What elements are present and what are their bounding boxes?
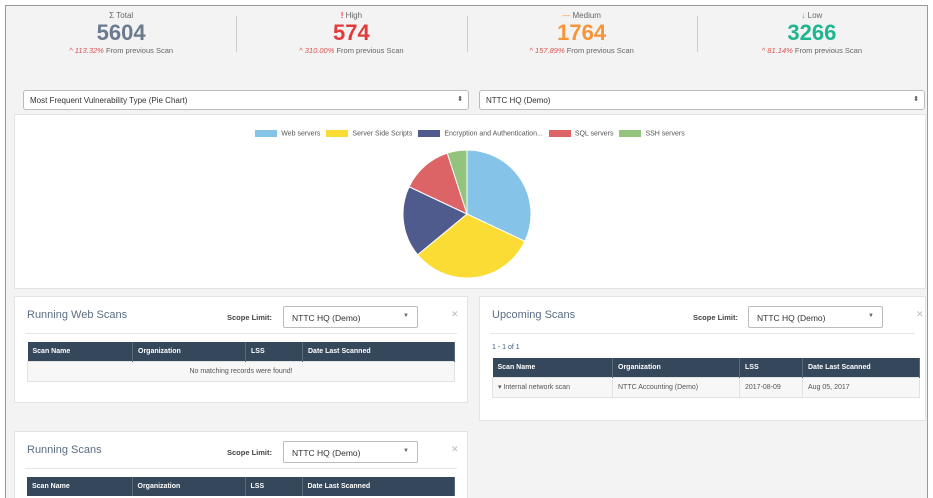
pie-slice-web-servers[interactable] <box>466 149 532 242</box>
organization-cell: NTTC Accounting (Demo) <box>612 376 740 398</box>
panel-title: Running Web Scans <box>27 309 128 321</box>
sigma-icon: Σ <box>109 11 115 20</box>
pie-chart <box>402 149 532 279</box>
column-header[interactable]: Scan Name <box>27 477 133 496</box>
chart-legend: Web servers Server Side Scripts Encryption… <box>15 130 925 137</box>
stat-value: 3266 <box>787 20 837 45</box>
lss-cell: 2017-08-09 <box>739 376 803 398</box>
stat-label: Low <box>807 11 823 20</box>
close-icon[interactable]: ✕ <box>451 444 459 454</box>
pie-slice-server-side-scripts[interactable] <box>416 213 526 279</box>
exclamation-icon: ! <box>340 11 344 20</box>
stat-total: Σ Total 5604 ^ 113.32% From previous Sca… <box>6 6 236 78</box>
legend-swatch <box>326 130 349 137</box>
running-web-scans-table: Scan Name Organization LSS Date Last Scanne… <box>27 342 455 382</box>
stat-low: ↓ Low 3266 ^ 81.14% From previous Scan <box>696 6 927 78</box>
column-header[interactable]: LSS <box>739 358 803 377</box>
change-percent: ^ 310.00% <box>299 46 335 55</box>
upcoming-scans-panel: Upcoming Scans Scope Limit: NTTC HQ (Dem… <box>479 296 926 421</box>
record-count: 1 - 1 of 1 <box>492 344 520 351</box>
scan-name[interactable]: ▾ Internal network scan <box>492 376 613 398</box>
scope-label: Scope Limit: <box>693 313 739 322</box>
running-web-scans-panel: Running Web Scans Scope Limit: NTTC HQ (… <box>14 296 468 403</box>
chart-type-select[interactable]: Most Frequent Vulnerability Type (Pie Ch… <box>23 90 469 110</box>
change-percent: ^ 113.32% <box>69 46 104 55</box>
select-arrows-icon: ⬍ <box>457 96 463 103</box>
column-header[interactable]: Organization <box>132 477 246 496</box>
change-text: From previous Scan <box>336 46 404 55</box>
organization-select[interactable]: NTTC HQ (Demo) ⬍ <box>479 90 925 110</box>
close-icon[interactable]: ✕ <box>916 309 924 319</box>
stat-label: Medium <box>572 11 601 20</box>
scope-label: Scope Limit: <box>227 448 273 457</box>
scope-select[interactable]: NTTC HQ (Demo) ▼ <box>283 441 418 463</box>
pie-slice-ssh-servers[interactable] <box>446 149 468 215</box>
stat-label: Total <box>116 11 134 20</box>
select-arrows-icon: ⬍ <box>913 96 919 103</box>
column-header[interactable]: Date Last Scanned <box>302 477 455 496</box>
legend-item[interactable]: SSH servers <box>619 130 685 138</box>
dashboard: Σ Total 5604 ^ 113.32% From previous Sca… <box>5 5 928 498</box>
close-icon[interactable]: ✕ <box>451 309 459 319</box>
caret-down-icon: ▼ <box>403 313 409 319</box>
legend-item[interactable]: Encryption and Authentication... <box>418 130 543 138</box>
upcoming-scans-table: Scan Name Organization LSS Date Last Scanne… <box>492 358 920 398</box>
column-header[interactable]: LSS <box>245 477 303 496</box>
panel-title: Running Scans <box>27 444 102 456</box>
stats-bar: Σ Total 5604 ^ 113.32% From previous Sca… <box>6 6 927 78</box>
legend-item[interactable]: Server Side Scripts <box>326 130 412 137</box>
column-header[interactable]: Date Last Scanned <box>302 342 455 361</box>
dash-icon: — <box>562 11 571 20</box>
stat-medium: — Medium 1764 ^ 157.89% From previous Sc… <box>466 6 697 78</box>
legend-swatch <box>619 130 642 137</box>
change-text: From previous Scan <box>794 46 862 55</box>
legend-swatch <box>255 130 278 137</box>
caret-down-icon: ▼ <box>403 448 409 454</box>
change-text: From previous Scan <box>105 46 174 55</box>
legend-label: SQL servers <box>574 130 614 138</box>
column-header[interactable]: Scan Name <box>27 342 133 361</box>
caret-down-icon: ▾ <box>498 384 502 391</box>
scope-label: Scope Limit: <box>227 313 273 322</box>
legend-swatch <box>418 130 441 137</box>
empty-message: No matching records were found! <box>27 360 455 382</box>
legend-label: Encryption and Authentication... <box>444 130 543 138</box>
legend-label: SSH servers <box>645 130 685 138</box>
legend-label: Web servers <box>281 130 321 138</box>
panel-title: Upcoming Scans <box>492 309 576 321</box>
stat-value: 574 <box>333 20 370 45</box>
scope-select[interactable]: NTTC HQ (Demo) ▼ <box>748 306 883 328</box>
legend-item[interactable]: SQL servers <box>548 130 614 138</box>
caret-down-icon: ▼ <box>868 313 874 319</box>
divider <box>490 333 915 334</box>
legend-swatch <box>548 130 571 137</box>
stat-value: 5604 <box>96 20 146 45</box>
divider <box>25 333 457 334</box>
divider <box>25 468 457 469</box>
column-header[interactable]: Organization <box>612 358 740 377</box>
stat-label: High <box>345 11 363 20</box>
change-percent: ^ 81.14% <box>761 46 793 55</box>
column-header[interactable]: Organization <box>132 342 246 361</box>
column-header[interactable]: Date Last Scanned <box>802 358 920 377</box>
column-header[interactable]: LSS <box>245 342 303 361</box>
running-scans-table: Scan Name Organization LSS Date Last Scanne… <box>27 477 455 496</box>
change-percent: ^ 157.89% <box>529 46 565 55</box>
change-text: From previous Scan <box>566 46 634 55</box>
arrow-down-icon: ↓ <box>801 11 806 20</box>
scope-select[interactable]: NTTC HQ (Demo) ▼ <box>283 306 418 328</box>
stat-high: ! High 574 ^ 310.00% From previous Scan <box>236 6 466 78</box>
date-cell: Aug 05, 2017 <box>802 376 920 398</box>
column-header[interactable]: Scan Name <box>492 358 613 377</box>
legend-label: Server Side Scripts <box>352 130 413 138</box>
stat-value: 1764 <box>557 20 607 45</box>
pie-chart-panel: Web servers Server Side Scripts Encryption… <box>14 114 926 289</box>
legend-item[interactable]: Web servers <box>255 130 320 137</box>
pie-slice-encryption-and-authentication[interactable] <box>402 186 468 256</box>
table-row[interactable]: ▾ Internal network scan NTTC Accounting (… <box>492 376 920 398</box>
running-scans-panel: Running Scans Scope Limit: NTTC HQ (Demo… <box>14 431 468 498</box>
